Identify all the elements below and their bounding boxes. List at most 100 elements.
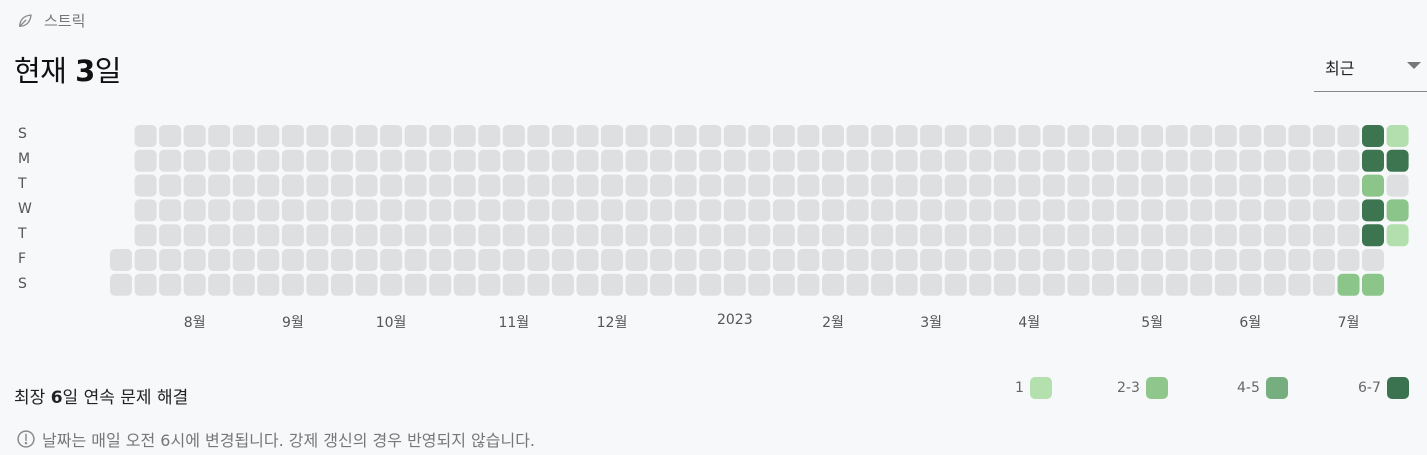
streak-day-cell[interactable] [993,149,1016,172]
streak-day-cell[interactable] [748,174,771,197]
streak-day-cell[interactable] [429,273,452,296]
streak-day-cell[interactable] [551,199,574,222]
streak-day-cell[interactable] [306,249,329,271]
streak-day-cell[interactable] [944,149,967,172]
streak-day-cell[interactable] [576,224,599,247]
streak-day-cell[interactable] [159,149,182,172]
streak-day-cell[interactable] [723,174,746,197]
streak-day-cell[interactable] [895,273,918,296]
streak-day-cell[interactable] [453,273,476,296]
streak-day-cell[interactable] [601,199,623,222]
streak-day-cell[interactable] [822,249,844,271]
streak-day-cell[interactable] [1214,199,1237,222]
streak-day-cell[interactable] [1165,174,1188,197]
streak-day-cell[interactable] [257,199,280,222]
streak-day-cell[interactable] [1067,249,1090,271]
streak-day-cell[interactable] [1190,199,1213,222]
streak-day-cell[interactable] [895,125,918,147]
streak-day-cell[interactable] [527,174,550,197]
streak-day-cell[interactable] [871,199,894,222]
streak-day-cell[interactable] [429,125,452,147]
streak-day-cell[interactable] [822,199,844,222]
streak-day-cell[interactable] [355,249,378,271]
streak-day-cell[interactable] [1386,125,1409,147]
streak-day-cell[interactable] [232,199,255,222]
streak-day-cell[interactable] [306,199,329,222]
streak-day-cell[interactable] [331,199,353,222]
streak-day-cell[interactable] [576,125,599,147]
streak-day-cell[interactable] [1190,125,1213,147]
streak-day-cell[interactable] [920,224,943,247]
streak-day-cell[interactable] [110,273,132,296]
streak-day-cell[interactable] [1288,125,1311,147]
streak-day-cell[interactable] [527,149,550,172]
streak-day-cell[interactable] [1239,125,1262,147]
streak-day-cell[interactable] [944,273,967,296]
streak-day-cell[interactable] [601,125,623,147]
streak-day-cell[interactable] [699,199,722,222]
streak-day-cell[interactable] [772,249,795,271]
streak-day-cell[interactable] [1288,273,1311,296]
streak-day-cell[interactable] [1067,125,1090,147]
streak-day-cell[interactable] [232,125,255,147]
streak-day-cell[interactable] [502,149,525,172]
streak-day-cell[interactable] [822,224,844,247]
streak-day-cell[interactable] [134,149,157,172]
streak-day-cell[interactable] [993,249,1016,271]
streak-day-cell[interactable] [797,125,820,147]
streak-day-cell[interactable] [355,199,378,222]
streak-day-cell[interactable] [232,249,255,271]
streak-day-cell[interactable] [355,149,378,172]
streak-day-cell[interactable] [1018,273,1041,296]
streak-day-cell[interactable] [1214,125,1237,147]
streak-day-cell[interactable] [355,273,378,296]
streak-day-cell[interactable] [1214,149,1237,172]
streak-day-cell[interactable] [1165,149,1188,172]
streak-day-cell[interactable] [772,273,795,296]
streak-day-cell[interactable] [1116,174,1139,197]
streak-day-cell[interactable] [699,224,722,247]
streak-day-cell[interactable] [871,273,894,296]
streak-day-cell[interactable] [380,273,403,296]
streak-day-cell[interactable] [183,273,206,296]
streak-day-cell[interactable] [772,174,795,197]
streak-day-cell[interactable] [674,174,697,197]
streak-day-cell[interactable] [232,174,255,197]
streak-day-cell[interactable] [478,174,501,197]
streak-day-cell[interactable] [1092,125,1114,147]
streak-day-cell[interactable] [1141,224,1164,247]
streak-day-cell[interactable] [576,174,599,197]
streak-day-cell[interactable] [232,224,255,247]
streak-day-cell[interactable] [208,149,231,172]
streak-day-cell[interactable] [969,273,992,296]
streak-day-cell[interactable] [1165,249,1188,271]
streak-day-cell[interactable] [1141,149,1164,172]
streak-day-cell[interactable] [110,249,132,271]
streak-day-cell[interactable] [772,199,795,222]
streak-day-cell[interactable] [1165,125,1188,147]
streak-day-cell[interactable] [650,125,673,147]
streak-day-cell[interactable] [453,224,476,247]
streak-day-cell[interactable] [625,273,648,296]
streak-day-cell[interactable] [551,224,574,247]
streak-day-cell[interactable] [1141,249,1164,271]
streak-day-cell[interactable] [723,125,746,147]
streak-day-cell[interactable] [1386,149,1409,172]
streak-day-cell[interactable] [159,249,182,271]
streak-day-cell[interactable] [601,174,623,197]
streak-day-cell[interactable] [1362,224,1384,247]
streak-day-cell[interactable] [159,174,182,197]
streak-day-cell[interactable] [699,174,722,197]
streak-day-cell[interactable] [1190,273,1213,296]
streak-day-cell[interactable] [1214,174,1237,197]
streak-day-cell[interactable] [306,125,329,147]
streak-day-cell[interactable] [601,224,623,247]
streak-day-cell[interactable] [502,199,525,222]
streak-day-cell[interactable] [527,273,550,296]
streak-day-cell[interactable] [822,125,844,147]
streak-day-cell[interactable] [1239,174,1262,197]
streak-day-cell[interactable] [1116,125,1139,147]
streak-day-cell[interactable] [1337,174,1360,197]
streak-day-cell[interactable] [331,149,353,172]
streak-day-cell[interactable] [1239,273,1262,296]
